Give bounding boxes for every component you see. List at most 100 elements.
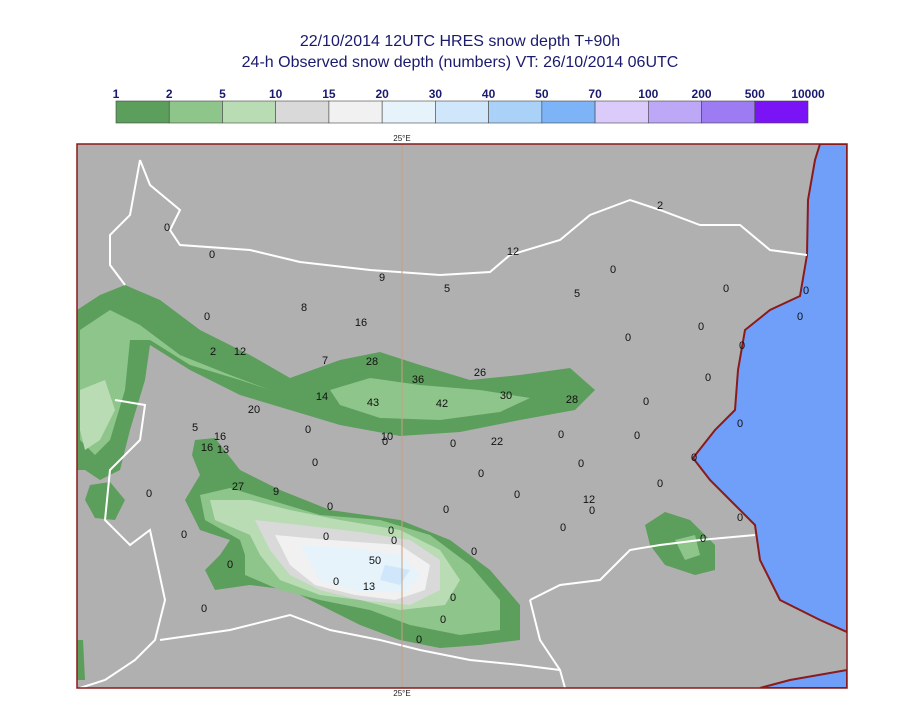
observation: 20 xyxy=(248,404,260,416)
observation: 0 xyxy=(691,452,697,464)
observation: 0 xyxy=(700,533,706,545)
borders xyxy=(79,159,808,688)
observation: 0 xyxy=(201,603,207,615)
colorbar: 1 2 5 10 15 20 30 40 50 70 100 200 500 10000 xyxy=(113,87,825,124)
observation: 10 xyxy=(381,431,393,443)
observation: 0 xyxy=(471,546,477,558)
observation: 2 xyxy=(210,346,216,358)
observation: 0 xyxy=(737,418,743,430)
observation: 5 xyxy=(192,422,198,434)
observation: 0 xyxy=(323,531,329,543)
observation: 50 xyxy=(369,555,381,567)
title: 22/10/2014 12UTC HRES snow depth T+90h xyxy=(300,33,620,50)
observation: 13 xyxy=(363,581,375,593)
observation: 0 xyxy=(388,525,394,537)
observation: 16 xyxy=(355,317,367,329)
observation: 0 xyxy=(643,396,649,408)
observation: 0 xyxy=(634,430,640,442)
colorbar-swatch xyxy=(754,100,809,124)
observation: 0 xyxy=(803,285,809,297)
colorbar-swatch xyxy=(115,100,170,124)
colorbar-label: 15 xyxy=(322,87,336,101)
meridian-label: 25°E xyxy=(393,134,410,143)
observation: 0 xyxy=(478,468,484,480)
observation: 30 xyxy=(500,390,512,402)
colorbar-swatch xyxy=(381,100,436,124)
observation: 0 xyxy=(797,311,803,323)
observation: 5 xyxy=(574,288,580,300)
observation: 12 xyxy=(234,346,246,358)
snow-fields xyxy=(77,285,715,680)
colorbar-label: 5 xyxy=(219,87,226,101)
observation: 0 xyxy=(327,501,333,513)
colorbar-swatch xyxy=(594,100,649,124)
observation: 42 xyxy=(436,398,448,410)
sea xyxy=(759,668,847,688)
observation: 0 xyxy=(739,340,745,352)
observation: 22 xyxy=(491,436,503,448)
observation: 0 xyxy=(723,283,729,295)
colorbar-label: 100 xyxy=(638,87,658,101)
observation: 0 xyxy=(227,559,233,571)
colorbar-swatch xyxy=(648,100,702,124)
observation: 13 xyxy=(217,444,229,456)
meridian-label: 25°E xyxy=(393,689,410,698)
colorbar-label: 30 xyxy=(429,87,443,101)
observation: 9 xyxy=(273,486,279,498)
observation: 26 xyxy=(474,367,486,379)
observation: 0 xyxy=(209,249,215,261)
observation: 0 xyxy=(657,478,663,490)
colorbar-swatch xyxy=(701,100,756,124)
colorbar-label: 40 xyxy=(482,87,496,101)
observation: 0 xyxy=(440,614,446,626)
observation: 0 xyxy=(382,436,388,448)
colorbar-swatch xyxy=(541,100,596,124)
observation: 5 xyxy=(444,283,450,295)
observation: 0 xyxy=(305,424,311,436)
observation: 16 xyxy=(201,442,213,454)
observation: 16 xyxy=(214,431,226,443)
observation: 28 xyxy=(566,394,578,406)
colorbar-label: 70 xyxy=(588,87,602,101)
observation: 0 xyxy=(450,438,456,450)
observation: 28 xyxy=(366,356,378,368)
observation: 0 xyxy=(625,332,631,344)
observation: 36 xyxy=(412,374,424,386)
colorbar-label: 1 xyxy=(113,87,120,101)
frame xyxy=(76,143,848,689)
colorbar-swatch xyxy=(435,100,489,124)
observation: 0 xyxy=(450,592,456,604)
sea xyxy=(691,144,847,634)
colorbar-label: 2 xyxy=(166,87,173,101)
observation: 0 xyxy=(391,535,397,547)
observation: 8 xyxy=(301,302,307,314)
colorbar-swatch xyxy=(488,100,543,124)
observation: 0 xyxy=(589,505,595,517)
observation: 0 xyxy=(443,504,449,516)
observation: 0 xyxy=(578,458,584,470)
observation: 0 xyxy=(705,372,711,384)
observation: 14 xyxy=(316,391,328,403)
colorbar-label: 20 xyxy=(375,87,389,101)
observation: 0 xyxy=(610,264,616,276)
observation: 27 xyxy=(232,481,244,493)
observation: 12 xyxy=(507,246,519,258)
observation: 12 xyxy=(583,494,595,506)
observation: 0 xyxy=(416,634,422,646)
observation: 0 xyxy=(181,529,187,541)
observation: 0 xyxy=(312,457,318,469)
observation: 0 xyxy=(514,489,520,501)
observation: 2 xyxy=(657,200,663,212)
observation: 0 xyxy=(558,429,564,441)
colorbar-swatch xyxy=(168,100,223,124)
colorbar-swatch xyxy=(222,100,276,124)
observation: 9 xyxy=(379,272,385,284)
colorbar-label: 10000 xyxy=(791,87,825,101)
observation: 0 xyxy=(560,522,566,534)
observation: 0 xyxy=(146,488,152,500)
colorbar-label: 10 xyxy=(269,87,283,101)
colorbar-label: 200 xyxy=(692,87,712,101)
